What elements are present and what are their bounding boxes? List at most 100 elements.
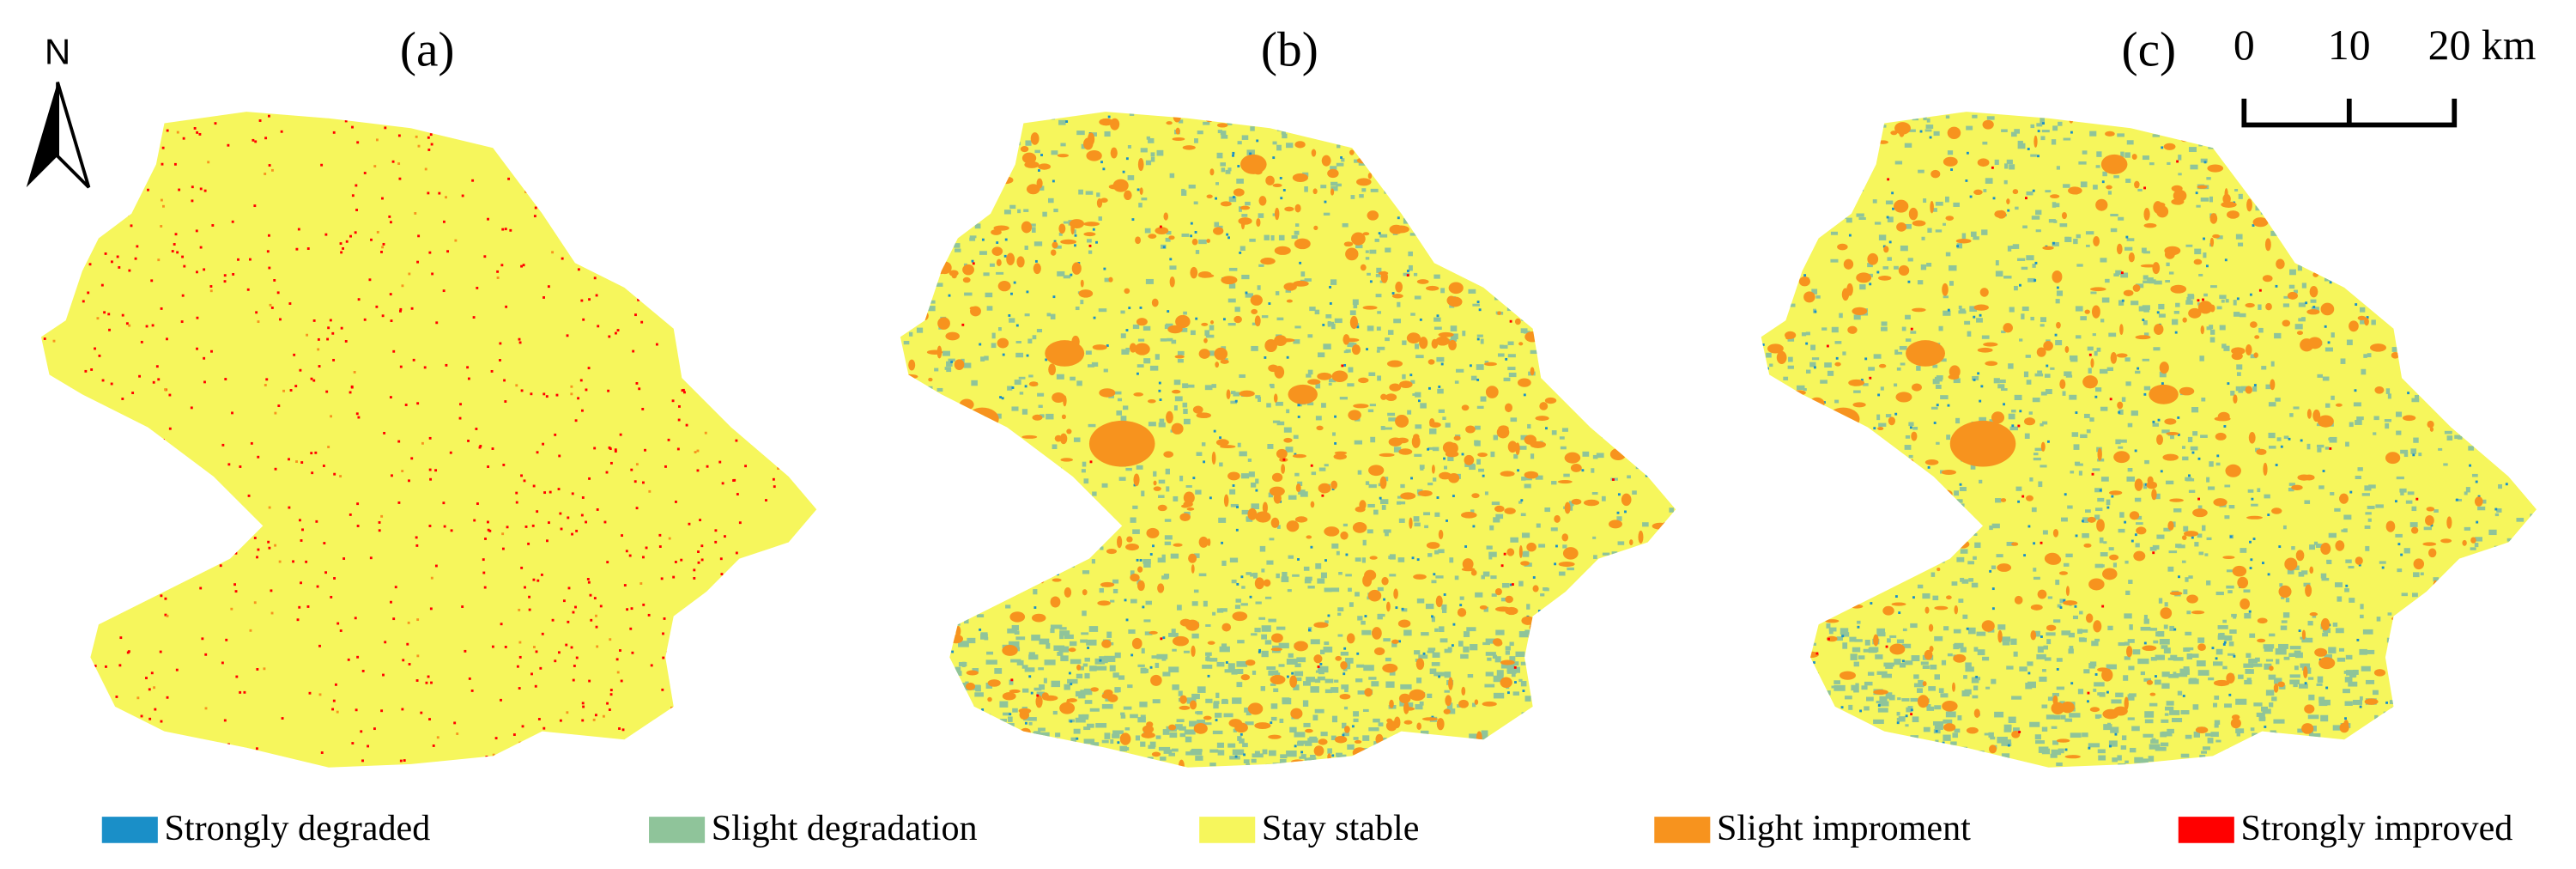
pixel: [1210, 320, 1215, 325]
pixel: [2376, 617, 2381, 622]
pixel: [1356, 325, 1360, 329]
pixel: [1283, 427, 1292, 433]
pixel: [1543, 587, 1549, 592]
pixel: [2537, 442, 2543, 447]
pixel: [573, 141, 576, 144]
pixel: [1000, 753, 1007, 759]
pixel: [809, 640, 813, 643]
pixel: [193, 127, 197, 130]
pixel: [209, 289, 213, 293]
pixel: [355, 412, 359, 416]
pixel: [993, 556, 999, 561]
pixel: [1635, 464, 1641, 470]
pixel: [1459, 596, 1464, 600]
pixel: [1633, 634, 1640, 640]
pixel: [1173, 495, 1179, 501]
pixel: [1549, 118, 1557, 127]
pixel: [1082, 663, 1088, 667]
pixel: [1336, 550, 1340, 556]
pixel: [1444, 465, 1448, 470]
pixel: [2309, 199, 2318, 205]
pixel: [1354, 120, 1368, 131]
pixel: [963, 617, 969, 624]
pixel: [1836, 137, 1845, 142]
pixel: [1646, 282, 1654, 288]
pixel: [2382, 191, 2387, 196]
pixel: [1553, 733, 1556, 737]
pixel: [2332, 622, 2338, 627]
pixel: [605, 471, 609, 474]
pixel: [1071, 262, 1082, 275]
pixel: [1453, 435, 1461, 441]
pixel: [2465, 487, 2470, 493]
pixel: [621, 146, 624, 149]
pixel: [1540, 593, 1545, 597]
pixel: [2031, 216, 2040, 220]
pixel: [1124, 288, 1130, 295]
pixel: [1534, 300, 1542, 305]
pixel: [60, 677, 63, 680]
pixel: [2231, 613, 2237, 617]
pixel: [965, 682, 976, 690]
pixel: [1233, 315, 1242, 324]
pixel: [1388, 417, 1397, 422]
pixel: [318, 693, 322, 696]
pixel: [1661, 137, 1669, 142]
pixel: [1604, 556, 1613, 562]
pixel: [968, 708, 974, 721]
pixel: [2427, 611, 2434, 617]
pixel: [998, 546, 1005, 552]
pixel: [1020, 146, 1029, 153]
pixel: [1257, 285, 1261, 290]
pixel: [296, 618, 300, 622]
pixel: [753, 585, 756, 588]
pixel: [1585, 144, 1594, 149]
pixel: [2445, 331, 2449, 335]
pixel: [1806, 127, 1811, 131]
pixel: [1797, 472, 1806, 477]
pixel: [2087, 346, 2094, 351]
pixel: [1594, 144, 1600, 149]
pixel: [1609, 670, 1615, 676]
pixel: [1318, 483, 1331, 494]
pixel: [539, 666, 542, 670]
pixel: [1033, 606, 1037, 609]
pixel: [2509, 623, 2514, 629]
pixel: [2451, 757, 2458, 763]
pixel: [1646, 228, 1653, 234]
pixel: [370, 238, 373, 241]
pixel: [1482, 474, 1485, 477]
pixel: [1438, 331, 1454, 337]
pixel: [1360, 264, 1367, 271]
pixel: [503, 379, 506, 382]
pixel: [669, 180, 672, 184]
pixel: [1070, 659, 1082, 665]
pixel: [78, 593, 81, 597]
pixel: [64, 491, 68, 495]
pixel: [2188, 489, 2196, 493]
pixel: [1064, 586, 1072, 598]
pixel: [1336, 144, 1341, 149]
pixel: [2011, 410, 2016, 413]
pixel: [116, 729, 119, 732]
pixel: [2442, 271, 2449, 275]
pixel: [2416, 677, 2421, 681]
pixel: [1365, 257, 1370, 260]
pixel: [388, 215, 391, 218]
pixel: [1482, 272, 1490, 276]
pixel: [1514, 318, 1521, 325]
pixel: [203, 356, 206, 360]
pixel: [1276, 144, 1282, 151]
pixel: [1422, 202, 1431, 210]
pixel: [777, 467, 780, 470]
pixel: [599, 605, 603, 608]
pixel: [1446, 702, 1453, 709]
pixel: [1286, 675, 1289, 678]
pixel: [1124, 190, 1132, 201]
pixel: [1258, 213, 1264, 218]
pixel: [150, 672, 154, 675]
pixel: [107, 118, 110, 121]
pixel: [1433, 149, 1440, 155]
pixel: [1955, 750, 1961, 755]
pixel: [1885, 414, 1892, 418]
